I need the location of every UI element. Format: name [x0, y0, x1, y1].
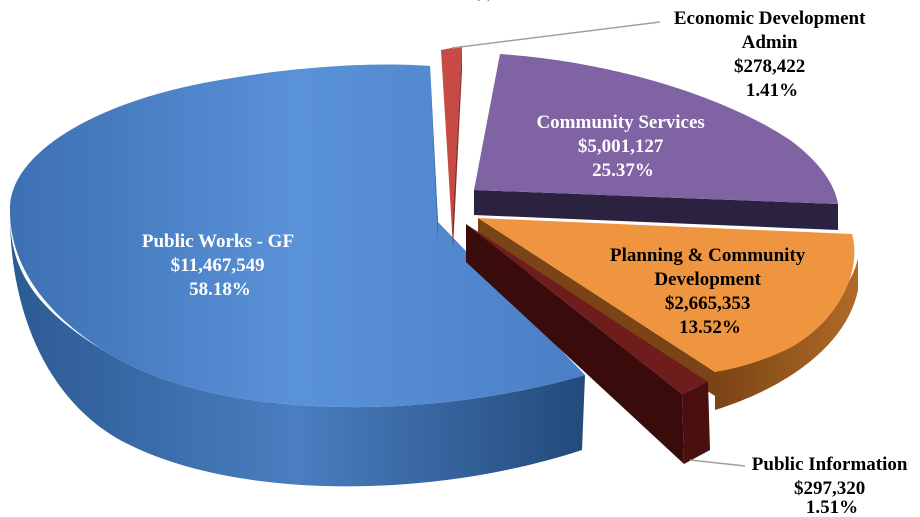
label-community-services: Community Services $5,001,127 25.37% [536, 112, 709, 181]
label-community-services-pct: 25.37% [592, 160, 654, 181]
label-economic-development-line2: Admin [742, 32, 798, 53]
slice-planning-top [478, 218, 855, 372]
leader-public-information [689, 459, 746, 467]
slice-public-works-top [9, 64, 586, 408]
slice-public-information-side [466, 224, 684, 464]
slice-public-works-cut [430, 66, 438, 245]
slice-public-information [466, 224, 746, 467]
label-community-services-name: Community Services [536, 112, 704, 133]
slice-community-services-side [474, 190, 838, 230]
slice-community-services [474, 54, 838, 230]
slice-community-services-top [474, 54, 838, 204]
slice-economic-development-top [441, 46, 462, 230]
label-planning-line1: Planning & Community [610, 245, 806, 266]
slice-planning-side [715, 258, 858, 410]
label-economic-development-pct: 1.41% [746, 80, 798, 101]
label-public-works-value: $11,467,549 [171, 255, 265, 276]
slice-public-works [9, 64, 586, 487]
label-planning-line2: Development [654, 269, 761, 290]
clipped-top-label: $ , , [464, 0, 493, 3]
label-public-works: Public Works - GF $11,467,549 58.18% [142, 231, 298, 300]
slice-economic-development [441, 21, 661, 248]
leader-economic-development [451, 21, 661, 49]
slice-economic-development-side [452, 46, 462, 248]
slice-public-information-top [466, 224, 708, 394]
label-public-information: Public Information $297,320 1.51% [752, 454, 912, 517]
label-public-works-pct: 58.18% [189, 279, 251, 300]
slice-public-works-side [10, 215, 585, 487]
label-planning-pct: 13.52% [679, 317, 741, 338]
label-public-information-value: $297,320 [794, 478, 865, 499]
label-public-information-pct: 1.51% [806, 497, 858, 517]
label-planning-value: $2,665,353 [665, 293, 751, 314]
label-economic-development-value: $278,422 [734, 56, 805, 77]
label-public-information-name: Public Information [752, 454, 908, 475]
label-economic-development: Economic Development Admin $278,422 1.41… [674, 8, 870, 101]
label-economic-development-line1: Economic Development [674, 8, 866, 29]
label-public-works-name: Public Works - GF [142, 231, 294, 252]
label-planning: Planning & Community Development $2,665,… [610, 245, 810, 338]
label-community-services-value: $5,001,127 [578, 136, 664, 157]
slice-public-information-front [682, 382, 710, 464]
